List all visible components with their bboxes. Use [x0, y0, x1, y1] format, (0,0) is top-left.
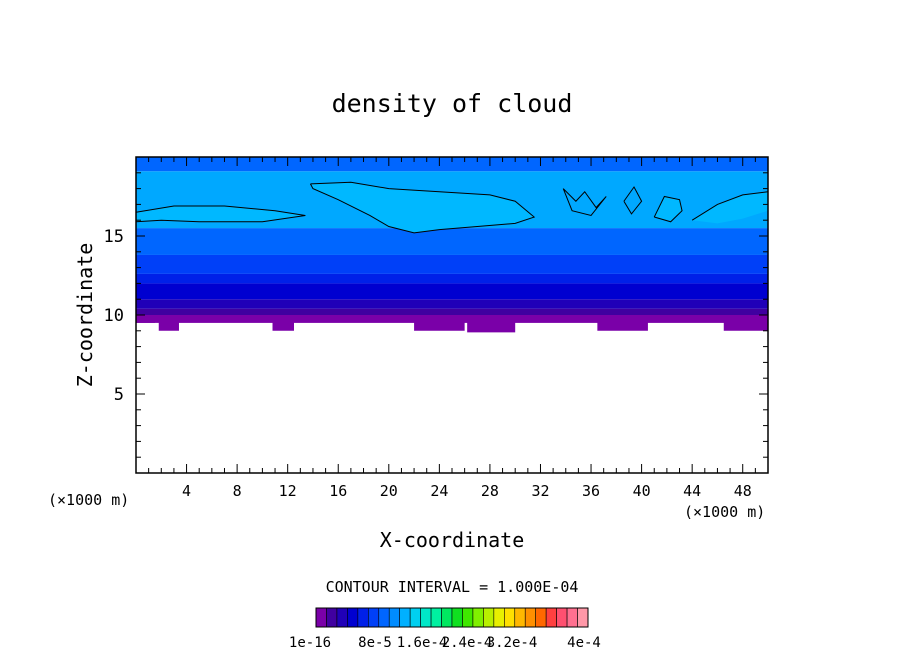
colorbar-swatch	[524, 607, 536, 628]
contour-band	[136, 308, 768, 315]
colorbar-swatch	[409, 607, 421, 628]
colorbar-swatch	[326, 607, 338, 628]
contour-patch	[692, 191, 768, 224]
colorbar-swatch	[462, 607, 474, 628]
x-tick-label: 8	[233, 482, 242, 500]
colorbar-swatch	[577, 607, 589, 628]
contour-band	[136, 299, 768, 309]
colorbar-swatch	[336, 607, 348, 628]
contour-line	[136, 205, 306, 223]
contour-patch	[158, 315, 179, 331]
colorbar-swatch	[357, 607, 369, 628]
colorbar-frame	[315, 607, 589, 628]
x-unit-right: (×1000 m)	[684, 503, 765, 521]
contour-band	[136, 228, 768, 255]
contour-band	[136, 254, 768, 274]
colorbar-label: 8e-5	[358, 635, 392, 651]
y-tick-label: 10	[104, 306, 124, 326]
x-tick-label: 36	[582, 482, 600, 500]
contour-band	[136, 283, 768, 300]
colorbar	[315, 607, 589, 628]
x-axis-label: X-coordinate	[380, 528, 525, 552]
colorbar-swatch	[483, 607, 495, 628]
colorbar-swatch	[315, 607, 327, 628]
x-tick-label: 24	[430, 482, 448, 500]
colorbar-swatch	[493, 607, 505, 628]
colorbar-swatch	[441, 607, 453, 628]
y-tick-label: 15	[104, 227, 124, 247]
colorbar-swatch	[556, 607, 568, 628]
contour-patch	[654, 196, 683, 222]
x-tick-label: 12	[279, 482, 297, 500]
colorbar-swatch	[451, 607, 463, 628]
colorbar-swatch	[535, 607, 547, 628]
contour-patch	[467, 315, 516, 333]
contour-line	[653, 195, 683, 223]
x-tick-label: 28	[481, 482, 499, 500]
colorbar-swatch	[545, 607, 557, 628]
contour-patch	[272, 315, 294, 331]
colorbar-labels: 1e-16 8e-5 1.6e-42.4e-43.2e-4 4e-4	[289, 635, 601, 651]
colorbar-swatch	[514, 607, 526, 628]
x-tick-label: 16	[329, 482, 347, 500]
x-unit-left: (×1000 m)	[48, 491, 129, 509]
colorbar-swatch	[388, 607, 400, 628]
colorbar-swatch	[472, 607, 484, 628]
colorbar-swatch	[566, 607, 578, 628]
x-tick-label: 20	[380, 482, 398, 500]
x-tick-label: 4	[182, 482, 191, 500]
plot-area	[136, 157, 768, 333]
x-tick-label: 48	[734, 482, 752, 500]
colorbar-label: 2.4e-4	[442, 635, 493, 651]
colorbar-swatch	[420, 607, 432, 628]
y-tick-label: 5	[114, 385, 124, 405]
colorbar-swatch	[430, 607, 442, 628]
x-tick-label: 44	[683, 482, 701, 500]
colorbar-swatch	[347, 607, 359, 628]
colorbar-label: 3.2e-4	[487, 635, 538, 651]
x-axis: 4 8 12 16 20 24 28 32 36 40 44 48	[148, 157, 756, 500]
colorbar-label: 4e-4	[567, 635, 601, 651]
colorbar-swatch	[378, 607, 390, 628]
chart-title: density of cloud	[332, 89, 573, 118]
x-tick-label: 32	[531, 482, 549, 500]
contour-line	[309, 181, 536, 234]
contour-patch	[310, 182, 535, 233]
x-tick-label: 40	[633, 482, 651, 500]
contour-band	[136, 157, 768, 172]
colorbar-label: 1e-16	[289, 635, 331, 651]
colorbar-label: 1.6e-4	[397, 635, 448, 651]
colorbar-swatch	[504, 607, 516, 628]
y-axis-label: Z-coordinate	[73, 243, 97, 388]
y-axis: 5 10 15	[104, 172, 768, 458]
contour-patch	[136, 315, 157, 323]
contour-line	[623, 186, 643, 215]
contour-band	[136, 273, 768, 284]
contour-patch	[723, 315, 768, 331]
contour-patch	[414, 315, 465, 331]
contour-line	[691, 191, 768, 221]
contour-line	[562, 188, 607, 217]
contour-patch	[597, 315, 648, 331]
contour-interval: CONTOUR INTERVAL = 1.000E-04	[326, 578, 579, 596]
colorbar-swatch	[368, 607, 380, 628]
colorbar-swatch	[399, 607, 411, 628]
